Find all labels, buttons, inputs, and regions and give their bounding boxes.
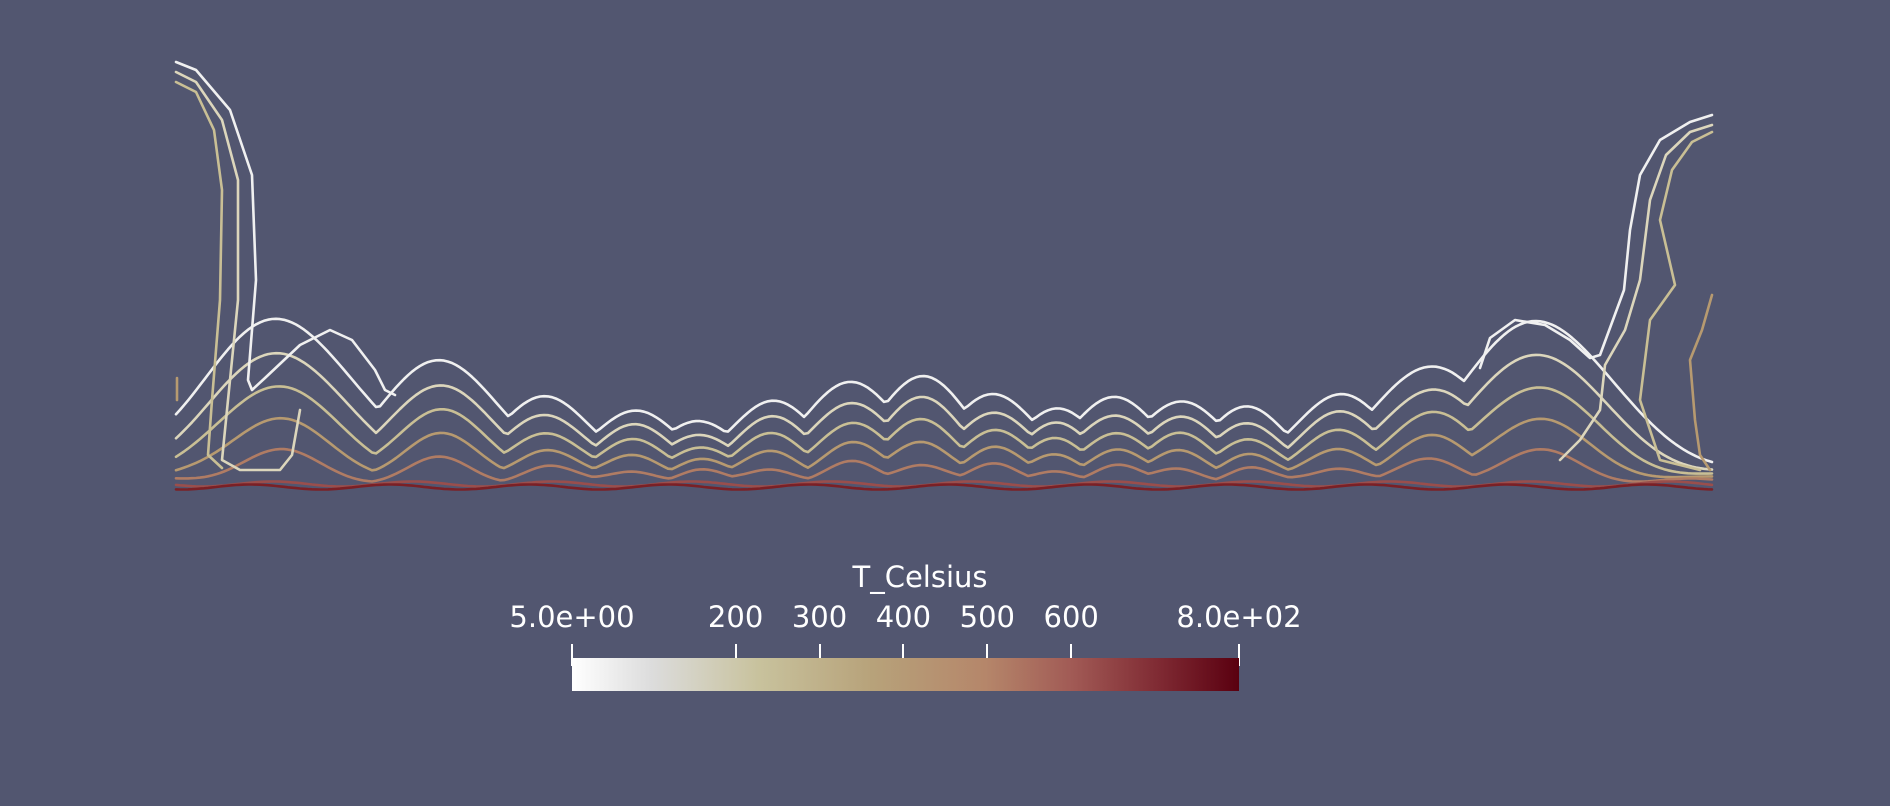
contour-line <box>1638 130 1714 472</box>
contour-line <box>174 80 224 470</box>
contour-line <box>174 385 1714 475</box>
contour-line <box>174 60 397 397</box>
contour-line <box>174 480 1714 488</box>
colorbar-tick <box>902 644 905 666</box>
contour-line <box>174 447 1714 483</box>
contour-line <box>174 483 1714 491</box>
color-legend: T_Celsius 5.0e+00 200 300 400 500 600 8.0e+02 <box>509 560 1330 700</box>
colorbar-tick-label: 400 <box>875 600 932 634</box>
colorbar-tick-label: 300 <box>791 600 848 634</box>
colorbar-tick <box>818 644 821 666</box>
contour-line <box>1558 123 1714 462</box>
contour-line <box>174 317 1714 464</box>
colorbar-title: T_Celsius <box>852 560 988 594</box>
contour-line <box>1478 113 1714 370</box>
colorbar-tick <box>986 644 989 666</box>
colorbar-tick-label: 200 <box>707 600 764 634</box>
contour-line <box>174 70 302 472</box>
colorbar-tick-label: 8.0e+02 <box>1176 600 1302 634</box>
contour-line <box>174 416 1714 479</box>
colorbar-tick <box>1070 644 1073 666</box>
colorbar-tick <box>734 644 737 666</box>
contour-line <box>174 351 1714 471</box>
colorbar-gradient <box>572 658 1239 691</box>
colorbar-tick-label: 500 <box>959 600 1015 634</box>
contour-line <box>1688 293 1714 472</box>
colorbar-tick-label: 5.0e+00 <box>509 600 635 634</box>
colorbar-tick <box>571 644 573 666</box>
colorbar-tick-label: 600 <box>1043 600 1099 634</box>
colorbar-tick <box>1238 644 1240 666</box>
